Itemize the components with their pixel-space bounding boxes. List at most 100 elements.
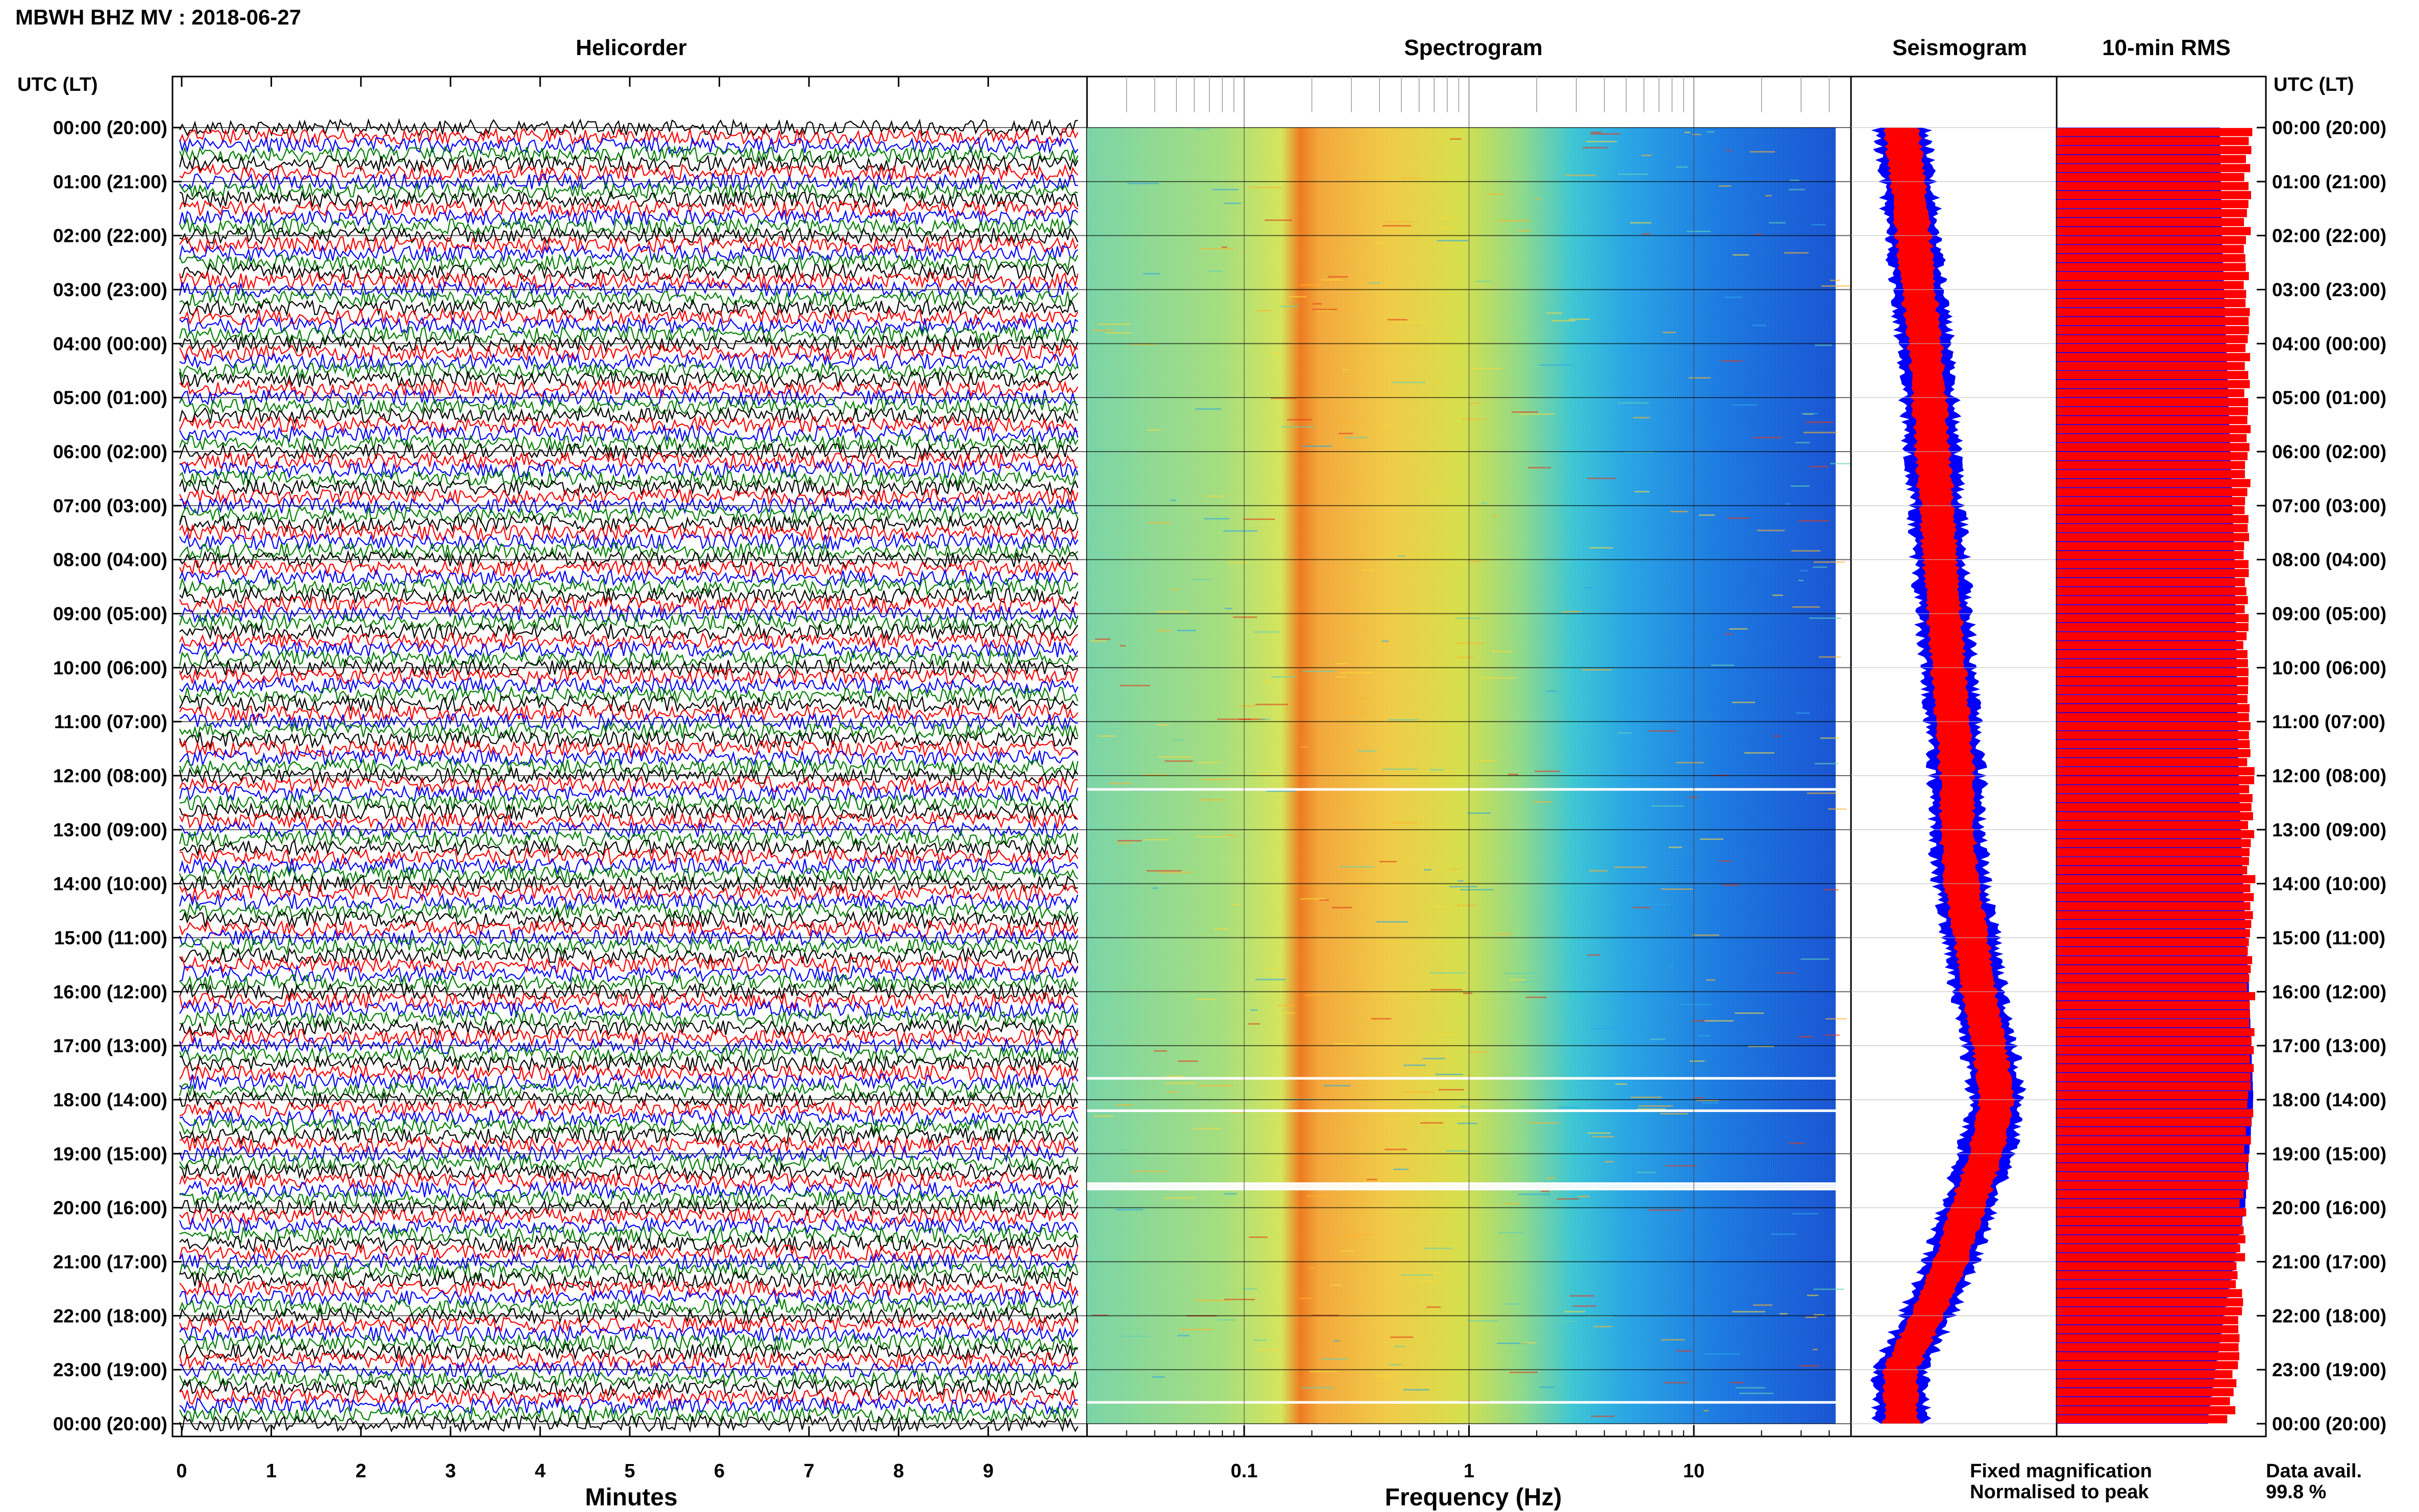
spectrogram-speckle bbox=[1157, 611, 1189, 612]
rms-normalised-bar bbox=[2057, 479, 2251, 487]
helicorder-trace bbox=[179, 469, 1078, 489]
spectrogram-speckle bbox=[1310, 1371, 1338, 1372]
spectrogram-xlabel: Frequency (Hz) bbox=[1385, 1484, 1562, 1511]
rms-normalised-bar bbox=[2057, 1163, 2247, 1172]
left-axis-label: UTC (LT) bbox=[17, 74, 98, 95]
spectrogram-speckle bbox=[1676, 166, 1688, 168]
helicorder-trace bbox=[179, 1387, 1078, 1406]
helicorder-trace bbox=[179, 154, 1078, 173]
rms-normalised-bar bbox=[2057, 1055, 2250, 1063]
rms-normalised-bar bbox=[2057, 380, 2250, 388]
spectrogram-speckle bbox=[1198, 1085, 1233, 1086]
spectrogram-speckle bbox=[1690, 1060, 1705, 1062]
helicorder-trace bbox=[179, 1099, 1078, 1119]
helicorder-trace bbox=[179, 919, 1078, 938]
rms-normalised-bar bbox=[2057, 974, 2250, 982]
rms-normalised-bar bbox=[2057, 236, 2246, 244]
spectrogram-speckle bbox=[1824, 889, 1838, 890]
spectrogram-speckle bbox=[1492, 651, 1513, 652]
helicorder-trace bbox=[179, 487, 1079, 506]
spectrogram-speckle bbox=[1258, 773, 1269, 775]
rms-normalised-bar bbox=[2057, 1388, 2234, 1397]
spectrogram-speckle bbox=[1339, 433, 1353, 434]
rms-normalised-bar bbox=[2057, 290, 2247, 299]
spectrogram-speckle bbox=[1757, 530, 1785, 531]
spectrogram-speckle bbox=[1332, 907, 1352, 908]
rms-normalised-bar bbox=[2057, 866, 2248, 875]
legend-normalised-to-peak: Normalised to peak bbox=[1970, 1481, 2149, 1503]
rms-normalised-bar bbox=[2057, 299, 2246, 307]
spectrogram-speckle bbox=[1518, 230, 1531, 232]
spectrogram-speckle bbox=[1166, 1076, 1183, 1077]
helicorder-trace bbox=[179, 550, 1078, 569]
spectrogram-speckle bbox=[1771, 1233, 1796, 1235]
spectrogram-speckle bbox=[1382, 640, 1389, 642]
spectrogram-speckle bbox=[1260, 718, 1270, 720]
spectrogram-speckle bbox=[1815, 763, 1838, 764]
helicorder-trace bbox=[179, 1207, 1079, 1227]
rms-normalised-bar bbox=[2057, 1397, 2230, 1405]
rms-normalised-bar bbox=[2057, 1415, 2228, 1424]
spectrogram-speckle bbox=[1152, 887, 1158, 889]
rms-normalised-bar bbox=[2057, 506, 2245, 514]
spectrogram-speckle bbox=[1178, 1060, 1198, 1062]
helicorder-trace bbox=[179, 928, 1078, 948]
helicorder-trace bbox=[179, 1324, 1078, 1343]
spectrogram-speckle bbox=[1563, 997, 1568, 999]
spectrogram-speckle bbox=[1120, 685, 1150, 686]
rms-normalised-bar bbox=[2057, 434, 2247, 442]
spectrogram-speckle bbox=[1392, 822, 1418, 824]
spectrogram-speckle bbox=[1287, 419, 1312, 420]
spectrogram-speckle bbox=[1117, 1104, 1133, 1106]
helicorder-trace bbox=[179, 1027, 1079, 1047]
helicorder-trace bbox=[179, 118, 1078, 137]
spectrogram-speckle bbox=[1117, 842, 1132, 844]
helicorder-trace bbox=[179, 1342, 1078, 1361]
spectrogram-panel: 0.1 1 10 bbox=[1086, 76, 1861, 1482]
spectrogram-speckle bbox=[1813, 1288, 1844, 1290]
spectrogram-speckle bbox=[1335, 676, 1346, 678]
helicorder-panel: 0 1 2 3 4 5 6 7 8 9 bbox=[171, 76, 1088, 1482]
spectrogram-speckle bbox=[1810, 466, 1828, 467]
helicorder-trace bbox=[179, 1279, 1079, 1299]
spectrogram-speckle bbox=[1383, 769, 1417, 770]
right-time-label: 01:00 (21:00) bbox=[2272, 171, 2386, 192]
spectrogram-speckle bbox=[1572, 1305, 1596, 1307]
spectrogram-data-gap bbox=[1087, 1185, 1836, 1188]
spectrogram-speckle bbox=[1704, 1410, 1709, 1411]
rms-normalised-bar bbox=[2057, 191, 2251, 200]
spectrogram-speckle bbox=[1263, 681, 1272, 682]
spectrogram-speckle bbox=[1688, 797, 1698, 798]
spectrogram-speckle bbox=[1669, 847, 1682, 848]
spectrogram-speckle bbox=[1195, 408, 1221, 410]
rms-normalised-bar bbox=[2057, 1082, 2251, 1090]
spectrogram-speckle bbox=[1520, 1342, 1536, 1344]
spectrogram-speckle bbox=[1213, 189, 1239, 190]
helicorder-trace bbox=[179, 784, 1079, 804]
spectrogram-speckle bbox=[1614, 866, 1647, 868]
left-time-label: 09:00 (05:00) bbox=[53, 604, 167, 625]
spectrogram-speckle bbox=[1791, 550, 1820, 552]
rms-normalised-bar bbox=[2057, 686, 2248, 695]
helicorder-trace bbox=[179, 325, 1078, 344]
helicorder-trace bbox=[179, 208, 1078, 227]
rms-normalised-bar bbox=[2057, 1019, 2250, 1028]
rms-normalised-bar bbox=[2057, 1361, 2238, 1370]
right-time-label: 10:00 (06:00) bbox=[2272, 657, 2386, 678]
spectrogram-speckle bbox=[1340, 866, 1374, 867]
spectrogram-speckle bbox=[1300, 746, 1308, 748]
helicorder-trace bbox=[179, 604, 1078, 624]
rms-normalised-bar bbox=[2057, 659, 2248, 667]
seismogram-panel bbox=[1850, 76, 2058, 1437]
rms-normalised-bar bbox=[2057, 1406, 2236, 1415]
rms-normalised-bar bbox=[2057, 560, 2249, 568]
spectrogram-speckle bbox=[1433, 1034, 1459, 1035]
spectrogram-speckle bbox=[1633, 417, 1650, 418]
helicorder-trace bbox=[179, 406, 1078, 426]
spectrogram-speckle bbox=[1733, 254, 1749, 256]
spectrogram-speckle bbox=[1090, 640, 1106, 642]
spectrogram-speckle bbox=[1305, 995, 1330, 996]
spectrogram-speckle bbox=[1214, 928, 1228, 930]
spectrogram-speckle bbox=[1791, 485, 1810, 487]
spectrogram-speckle bbox=[1570, 1295, 1594, 1297]
